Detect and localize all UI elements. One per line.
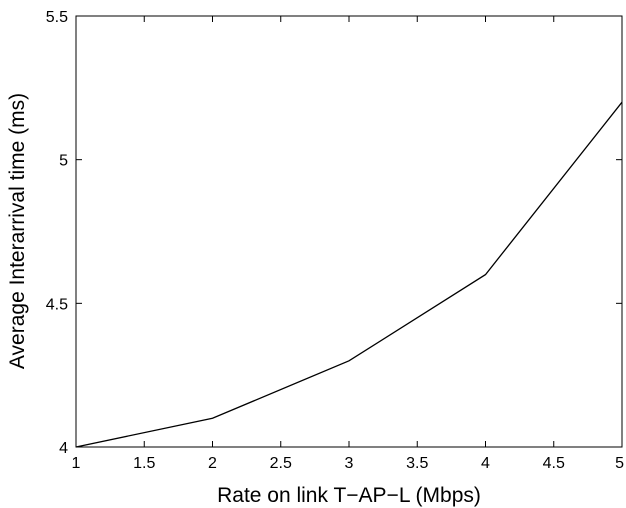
series-line bbox=[75, 101, 623, 448]
x-tick-label: 1.5 bbox=[133, 455, 155, 472]
y-tick-label: 5 bbox=[59, 153, 68, 170]
x-tick-label: 3 bbox=[345, 455, 354, 472]
x-tick-label: 4.5 bbox=[543, 455, 565, 472]
x-tick-label: 1 bbox=[72, 455, 81, 472]
x-tick-label: 4 bbox=[481, 455, 490, 472]
plot-frame bbox=[75, 15, 623, 448]
y-tick-label: 4.5 bbox=[46, 296, 68, 313]
ticks-layer bbox=[75, 15, 623, 448]
y-tick-label: 4 bbox=[59, 440, 68, 457]
x-tick-label: 2.5 bbox=[270, 455, 292, 472]
x-axis-label: Rate on link T−AP−L (Mbps) bbox=[217, 484, 481, 507]
labels-layer: 1 1.5 2 2.5 3 3.5 4 4.5 5 4 4.5 5 5.5 bbox=[46, 9, 624, 472]
series-layer bbox=[75, 101, 623, 448]
x-tick-label: 5 bbox=[615, 455, 624, 472]
y-tick-label: 5.5 bbox=[46, 9, 68, 26]
x-tick-label: 3.5 bbox=[406, 455, 428, 472]
y-axis-label: Average Interarrival time (ms) bbox=[6, 93, 29, 369]
x-tick-label: 2 bbox=[208, 455, 217, 472]
